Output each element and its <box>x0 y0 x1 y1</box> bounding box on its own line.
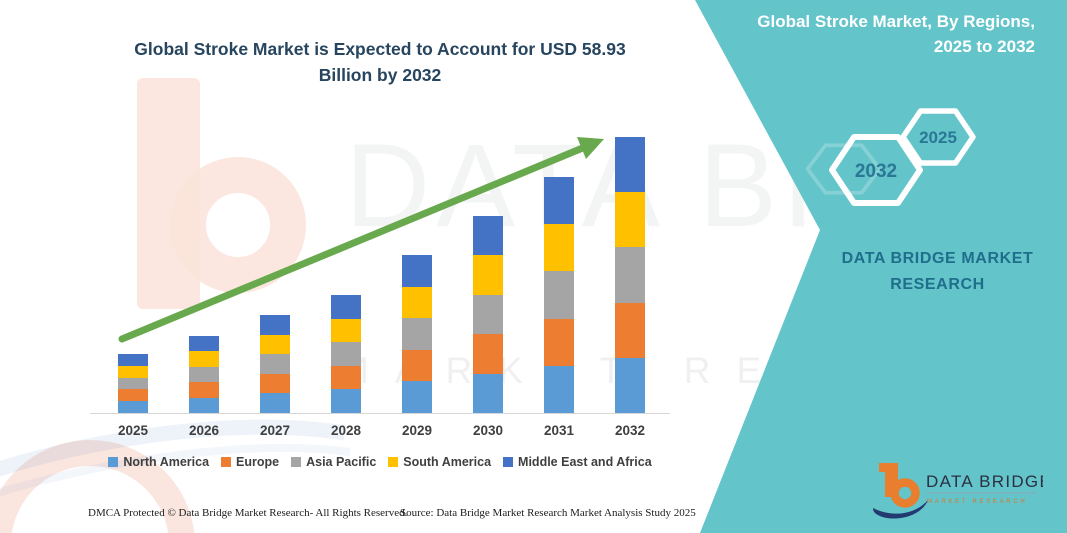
bar-segment-2030-north-america <box>473 373 503 413</box>
bar-segment-2025-middle-east-and-africa <box>118 354 148 366</box>
bar-segment-2029-north-america <box>402 381 432 413</box>
footer-dmca-text: DMCA Protected © Data Bridge Market Rese… <box>88 507 408 519</box>
bar-segment-2028-europe <box>331 365 361 390</box>
bar-segment-2029-europe <box>402 349 432 382</box>
bar-segment-2025-asia-pacific <box>118 377 148 390</box>
stacked-bar-2026 <box>189 336 219 413</box>
bar-segment-2031-south-america <box>544 224 574 272</box>
bar-segment-2026-south-america <box>189 351 219 367</box>
year-hexagons: 2025 2032 <box>805 108 976 206</box>
x-axis-labels: 2025 2026 2027 2028 2029 2030 2031 2032 <box>95 423 670 443</box>
bar-segment-2028-asia-pacific <box>331 342 361 366</box>
bar-segment-2027-north-america <box>260 393 290 413</box>
chart-title-line2: Billion by 2032 <box>318 65 442 86</box>
hexagon-2032-outline <box>829 134 923 206</box>
bar-segment-2030-asia-pacific <box>473 294 503 335</box>
bar-segment-2026-north-america <box>189 397 219 413</box>
bar-segment-2032-south-america <box>615 192 645 248</box>
logo-sub-text: MARKET RESEARCH <box>927 499 1027 505</box>
bar-segment-2027-europe <box>260 373 290 394</box>
chart-title: Global Stroke Market is Expected to Acco… <box>70 36 690 89</box>
bar-segment-2025-north-america <box>118 401 148 413</box>
side-panel-title-line2: 2025 to 2032 <box>933 36 1035 56</box>
hexagon-faint <box>805 143 882 195</box>
logo-swoosh <box>873 500 928 519</box>
bar-segment-2026-middle-east-and-africa <box>189 336 219 352</box>
legend-item-middle-east-and-africa: Middle East and Africa <box>503 455 652 469</box>
bar-segment-2027-south-america <box>260 334 290 355</box>
bar-segment-2031-north-america <box>544 365 574 413</box>
legend-label-north-america: North America <box>123 455 210 469</box>
stacked-bar-2027 <box>260 315 290 413</box>
bar-segment-2027-asia-pacific <box>260 354 290 374</box>
x-axis-label-2027: 2027 <box>259 423 291 438</box>
legend-item-south-america: South America <box>388 455 491 469</box>
bar-segment-2032-north-america <box>615 357 645 413</box>
x-axis-label-2029: 2029 <box>401 423 433 438</box>
stacked-bar-2032 <box>615 137 645 413</box>
bar-segment-2030-south-america <box>473 255 503 295</box>
bar-segment-2031-europe <box>544 318 574 366</box>
legend-label-europe: Europe <box>236 455 280 469</box>
logo-b-bowl <box>890 478 920 508</box>
logo-name-text: DATA BRIDGE <box>926 472 1043 491</box>
bar-segment-2028-south-america <box>331 318 361 343</box>
hexagon-2032-label: 2032 <box>855 161 897 182</box>
dbmr-logo: DATA BRIDGE MARKET RESEARCH <box>873 463 1043 519</box>
x-axis-label-2026: 2026 <box>188 423 220 438</box>
bar-segment-2028-north-america <box>331 389 361 413</box>
x-axis-label-2031: 2031 <box>543 423 575 438</box>
bar-segment-2032-europe <box>615 302 645 358</box>
bar-segment-2026-asia-pacific <box>189 366 219 383</box>
bar-segment-2026-europe <box>189 382 219 398</box>
legend-item-europe: Europe <box>221 455 279 469</box>
bar-segment-2032-middle-east-and-africa <box>615 137 645 193</box>
legend-swatch-asia-pacific <box>291 457 302 467</box>
bar-segment-2030-middle-east-and-africa <box>473 216 503 256</box>
x-axis-label-2025: 2025 <box>117 423 149 438</box>
legend-swatch-middle-east-and-africa <box>503 457 514 467</box>
hexagon-2025-label: 2025 <box>919 128 957 147</box>
bar-segment-2032-asia-pacific <box>615 247 645 303</box>
bar-segment-2031-asia-pacific <box>544 271 574 319</box>
bar-segment-2029-south-america <box>402 286 432 319</box>
legend-swatch-south-america <box>388 457 399 467</box>
bar-segment-2031-middle-east-and-africa <box>544 177 574 225</box>
legend-item-north-america: North America <box>108 455 209 469</box>
x-axis-label-2030: 2030 <box>472 423 504 438</box>
stacked-bar-2029 <box>402 255 432 413</box>
x-axis-line <box>90 413 670 414</box>
stacked-bar-2025 <box>118 354 148 413</box>
bar-segment-2025-south-america <box>118 365 148 378</box>
chart-legend: North America Europe Asia Pacific South Ame… <box>80 455 680 469</box>
legend-item-asia-pacific: Asia Pacific <box>291 455 376 469</box>
plot-area <box>95 132 670 413</box>
side-panel-title: Global Stroke Market, By Regions, 2025 t… <box>735 10 1035 59</box>
footer-source-text: Source: Data Bridge Market Research Mark… <box>400 507 696 519</box>
chart-title-line1: Global Stroke Market is Expected to Acco… <box>134 39 626 59</box>
side-panel-title-line1: Global Stroke Market, By Regions, <box>757 12 1035 31</box>
brand-text-line1: DATA BRIDGE MARKET <box>841 250 1034 267</box>
bar-segment-2029-asia-pacific <box>402 318 432 350</box>
bar-segment-2025-europe <box>118 389 148 402</box>
stacked-bar-2030 <box>473 216 503 413</box>
legend-swatch-north-america <box>108 457 119 467</box>
legend-swatch-europe <box>221 457 232 467</box>
bar-segment-2030-europe <box>473 334 503 374</box>
legend-label-asia-pacific: Asia Pacific <box>306 455 377 469</box>
legend-label-south-america: South America <box>403 455 492 469</box>
x-axis-label-2032: 2032 <box>614 423 646 438</box>
bar-segment-2027-middle-east-and-africa <box>260 315 290 335</box>
side-panel-brand-text: DATA BRIDGE MARKET RESEARCH <box>820 246 1055 299</box>
hexagon-2025-outline <box>900 108 976 166</box>
x-axis-label-2028: 2028 <box>330 423 362 438</box>
brand-text-line2: RESEARCH <box>890 276 985 294</box>
stacked-bar-2031 <box>544 177 574 413</box>
stacked-bar-2028 <box>331 295 361 413</box>
bar-segment-2028-middle-east-and-africa <box>331 295 361 319</box>
legend-label-middle-east-and-africa: Middle East and Africa <box>518 455 652 469</box>
bar-segment-2029-middle-east-and-africa <box>402 255 432 287</box>
